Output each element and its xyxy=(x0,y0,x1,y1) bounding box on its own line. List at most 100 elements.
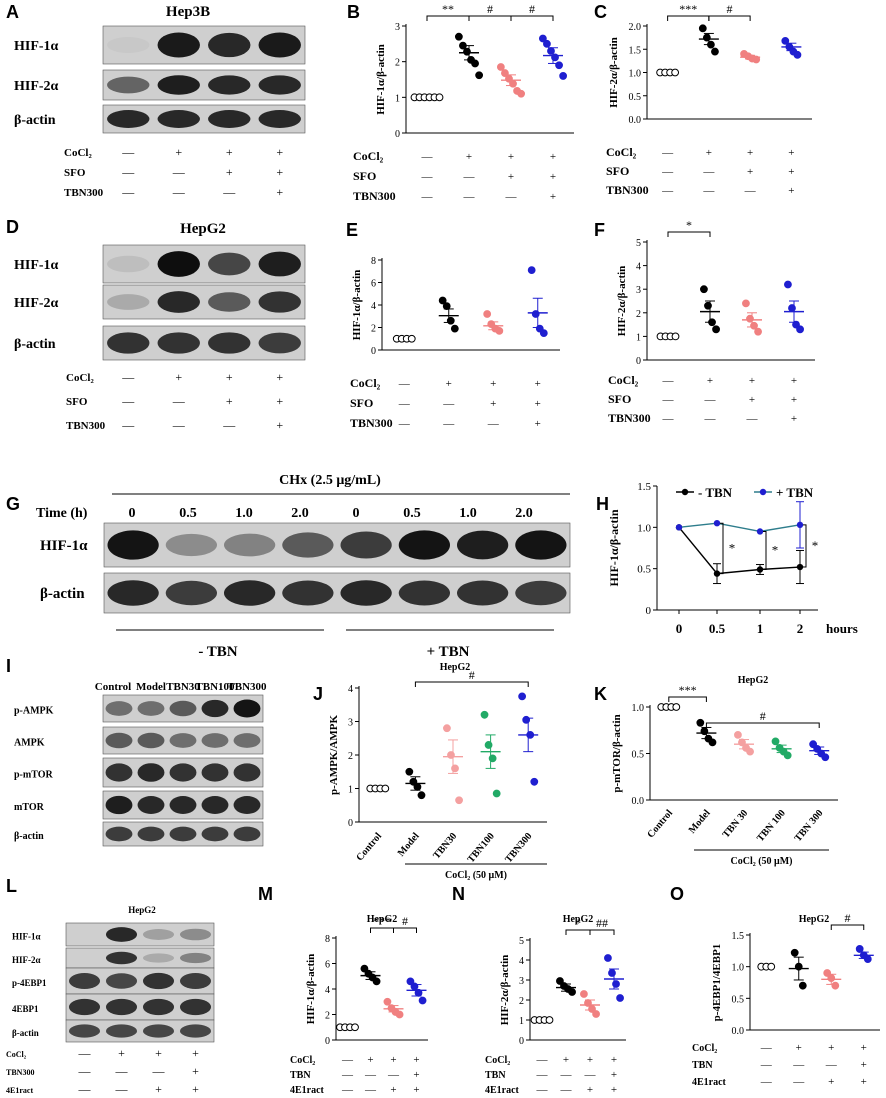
y-tick-label: 2 xyxy=(325,1011,330,1022)
data-point xyxy=(793,50,802,59)
blot-band xyxy=(223,580,276,606)
condition-mark: — xyxy=(584,1069,597,1081)
y-tick-label: 0.5 xyxy=(629,92,642,103)
significance-bracket xyxy=(468,15,512,21)
condition-mark: + xyxy=(118,1046,125,1060)
data-point xyxy=(671,332,680,341)
y-tick-label: 3 xyxy=(519,976,524,987)
condition-mark: + xyxy=(276,165,283,179)
data-point xyxy=(538,34,547,43)
blot-band xyxy=(179,998,212,1016)
significance-label: # xyxy=(402,914,408,928)
condition-mark: + xyxy=(707,375,713,387)
y-tick-label: 5 xyxy=(636,238,641,249)
chart-o: O HepG2 0.0 0.5 1.0 1.5 p-4EBP1/4EBP1 # CoCl₂ — + +… xyxy=(670,884,880,1088)
blot-band xyxy=(201,733,229,748)
significance-bracket xyxy=(565,929,591,935)
data-point xyxy=(855,945,864,953)
blot-band xyxy=(179,928,212,941)
condition-mark: + xyxy=(390,1084,396,1096)
y-tick-label: 4 xyxy=(519,956,524,967)
panel-letter-m: M xyxy=(258,884,273,904)
legend-label: - TBN xyxy=(698,485,733,500)
y-tick-label: 3 xyxy=(395,22,400,33)
condition-mark: — xyxy=(662,394,675,406)
data-point xyxy=(698,24,707,33)
condition-label-cocl: CoCl₂ xyxy=(6,1050,27,1059)
significance-label: # xyxy=(760,709,766,723)
blot-band xyxy=(258,291,301,313)
chart-title: HepG2 xyxy=(799,914,830,925)
condition-mark: + xyxy=(367,1054,373,1066)
lane-label-tbn30: TBN30 xyxy=(166,681,200,693)
y-axis-label: HIF-1α/β-actin xyxy=(351,270,363,341)
data-point xyxy=(592,1010,600,1018)
blot-panel-i: Ip-AMPK AMPK p-mTOR mTOR β-actin xyxy=(6,656,264,847)
blot-band xyxy=(208,292,251,312)
blot-band xyxy=(515,580,567,606)
y-tick-label: 1.5 xyxy=(732,931,745,942)
blot-band xyxy=(398,580,451,606)
x-tick-label: Control xyxy=(354,831,384,864)
blot-band xyxy=(233,796,261,814)
x-tick-label: 1 xyxy=(757,621,764,636)
data-point xyxy=(406,977,415,986)
data-point xyxy=(796,521,804,529)
condition-mark: + xyxy=(175,370,182,384)
blot-band xyxy=(68,998,101,1016)
blot-strip xyxy=(65,1019,215,1043)
y-tick-label: 0.5 xyxy=(637,564,651,576)
data-point xyxy=(492,789,501,798)
condition-mark: + xyxy=(446,378,452,390)
condition-mark: + xyxy=(828,1042,834,1054)
significance-bracket xyxy=(667,15,710,21)
blot-panel-l: L HepG2 HIF-1α HIF-2α p-4EBP1 4EBP1 β-actin CoC… xyxy=(6,876,215,1096)
significance-label: ## xyxy=(596,916,608,930)
condition-label-cocl: CoCl₂ xyxy=(606,145,637,159)
condition-mark: — xyxy=(442,418,455,430)
time-point: 2.0 xyxy=(515,506,533,521)
condition-label-tbn300: TBN300 xyxy=(608,411,651,425)
blot-band xyxy=(107,255,150,273)
condition-mark: + xyxy=(226,145,233,159)
condition-mark: — xyxy=(792,1059,805,1071)
condition-mark: — xyxy=(222,185,236,199)
condition-mark: + xyxy=(413,1069,419,1081)
significance-label: * xyxy=(575,916,581,930)
time-label: Time (h) xyxy=(36,506,88,521)
condition-mark: — xyxy=(421,151,434,163)
blot-band xyxy=(169,826,197,842)
blot-band xyxy=(105,826,133,842)
condition-label-cocl: CoCl₂ xyxy=(608,373,639,387)
significance-bracket xyxy=(589,929,615,935)
data-point xyxy=(863,955,872,963)
y-tick-label: 1 xyxy=(519,1016,524,1027)
blot-band xyxy=(142,998,175,1016)
condition-mark: — xyxy=(661,147,674,159)
blot-band xyxy=(169,763,197,782)
condition-mark: — xyxy=(760,1076,773,1088)
time-point: 0 xyxy=(353,506,360,521)
data-point xyxy=(450,324,459,333)
panel-letter-i: I xyxy=(6,656,11,676)
y-axis-label: p-mTOR/β-actin xyxy=(611,714,623,792)
blot-band xyxy=(201,796,229,814)
condition-mark: + xyxy=(587,1084,593,1096)
blot-band xyxy=(233,763,261,782)
y-tick-label: 0.0 xyxy=(629,115,642,126)
band-label-ampk: AMPK xyxy=(14,738,45,749)
condition-mark: + xyxy=(413,1054,419,1066)
condition-mark: + xyxy=(192,1064,199,1078)
x-tick-label: Control xyxy=(645,808,675,841)
blot-band xyxy=(179,973,212,989)
condition-mark: + xyxy=(175,145,182,159)
condition-label-sfo: SFO xyxy=(64,167,86,179)
blot-band xyxy=(258,110,301,128)
data-point xyxy=(671,68,680,77)
blot-band xyxy=(179,952,212,964)
band-label-p-ampk: p-AMPK xyxy=(14,706,54,717)
condition-mark: — xyxy=(341,1069,354,1081)
panel-letter-j: J xyxy=(313,684,323,704)
blot-band xyxy=(179,1024,212,1038)
significance-bracket xyxy=(803,524,807,568)
